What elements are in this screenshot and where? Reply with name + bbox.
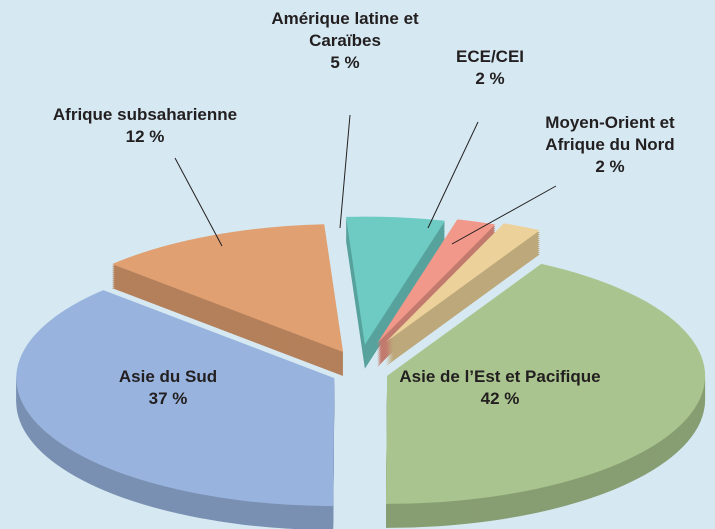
slice-label: Asie de l’Est et Pacifique 42 % — [370, 366, 630, 410]
value-label: 12 % — [125, 127, 165, 146]
category-label: Asie de l’Est et Pacifique — [399, 367, 601, 386]
slice — [16, 290, 335, 507]
slice-label: ECE/CEI 2 % — [440, 46, 540, 90]
leader-line — [174, 157, 223, 247]
slice — [377, 219, 496, 344]
category-label: Amérique latine et Caraïbes — [271, 9, 419, 50]
value-label: 42 % — [480, 389, 520, 408]
category-label: ECE/CEI — [455, 47, 525, 66]
category-label: Afrique subsaharienne — [52, 105, 238, 124]
value-label: 2 % — [475, 69, 505, 88]
slice — [385, 223, 540, 343]
slice — [346, 216, 446, 345]
slice-label: Asie du Sud 37 % — [88, 366, 248, 410]
category-label: Moyen-Orient et Afrique du Nord — [545, 113, 675, 154]
slice — [385, 263, 706, 504]
slice-label: Afrique subsaharienne 12 % — [10, 104, 280, 148]
leader-line — [451, 185, 557, 245]
slice-label: Amérique latine et Caraïbes 5 % — [270, 8, 420, 74]
leader-line — [339, 114, 351, 229]
leader-line — [427, 121, 479, 229]
slice — [112, 224, 344, 353]
slice-label: Moyen-Orient et Afrique du Nord 2 % — [520, 112, 700, 178]
value-label: 2 % — [595, 157, 625, 176]
value-label: 37 % — [148, 389, 188, 408]
category-label: Asie du Sud — [118, 367, 218, 386]
value-label: 5 % — [330, 53, 360, 72]
